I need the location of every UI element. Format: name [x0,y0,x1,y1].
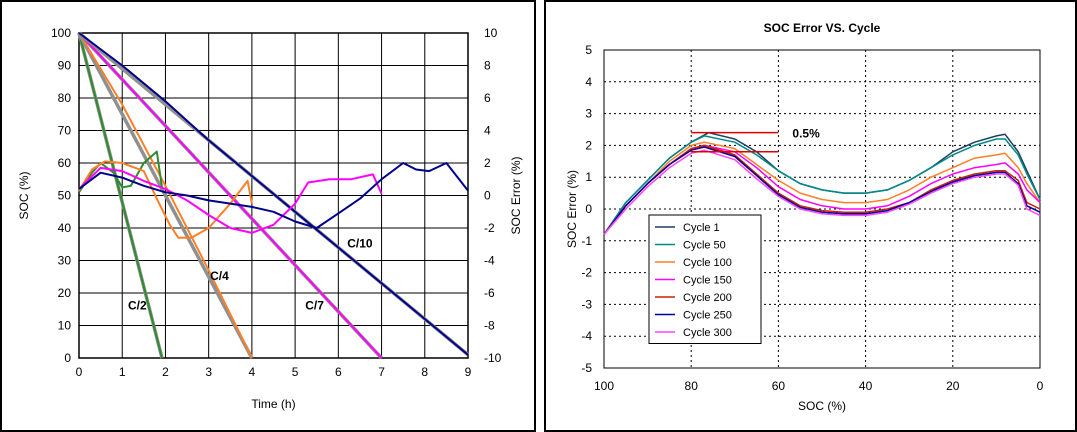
left-chart-panel: 0 1 2 3 4 5 6 7 8 9 0 10 20 30 40 50 60 70 80 90 100 -10 -8 -6-… [0,0,536,432]
left-y-tick-80: 80 [58,91,72,105]
left-x-tick-4: 4 [249,365,256,379]
right-x-tick-0: 0 [1037,379,1044,393]
left-x-tick-8: 8 [421,365,428,379]
right-y-tick-3: -3 [581,297,592,311]
legend-label-cycle-100: Cycle 100 [683,257,732,269]
left-x-tick-6: 6 [335,365,342,379]
left-y2-tick-2: 2 [484,156,491,170]
left-x-tick-1: 1 [119,365,126,379]
left-x-tick-9: 9 [465,365,472,379]
left-chart: 0 1 2 3 4 5 6 7 8 90102030405060708090100-10-8-6-… [17,26,523,411]
left-y-tick-60: 60 [58,156,72,170]
legend-label-cycle-150: Cycle 150 [683,275,732,287]
left-x-tick-2: 2 [162,365,169,379]
right-y-tick-2: 2 [585,138,592,152]
left-y-tick-30: 30 [58,254,72,268]
left-label-c-10: C/10 [347,237,373,251]
left-y2-axis-title: SOC Error (%) [509,156,523,234]
error-line-c-10 [78,162,469,229]
right-chart-title: SOC Error VS. Cycle [764,21,881,35]
left-y-tick-50: 50 [58,189,72,203]
right-y-tick-0: 0 [585,202,592,216]
left-x-tick-7: 7 [378,365,385,379]
right-y-tick-5: -5 [581,361,592,375]
right-y-tick-4: -4 [581,329,592,343]
left-y-tick-10: 10 [58,319,72,333]
soc-line-c-7 [78,32,383,359]
cycle-line-cycle-250 [603,146,1041,235]
left-y-tick-100: 100 [51,26,71,40]
legend-label-cycle-1: Cycle 1 [683,222,720,234]
left-y2-tick-6: -6 [484,286,495,300]
cycle-line-cycle-200 [603,144,1041,235]
left-y-tick-90: 90 [58,59,72,73]
legend-label-cycle-250: Cycle 250 [683,310,732,322]
cycle-line-cycle-50 [603,135,1041,235]
right-y-tick-5: 5 [585,43,592,57]
right-y-tick-1: -1 [581,234,592,248]
right-x-tick-80: 80 [685,379,699,393]
left-label-c-4: C/4 [210,269,229,283]
left-y-tick-40: 40 [58,221,72,235]
left-y-tick-20: 20 [58,286,72,300]
error-line-c-2 [78,150,163,193]
left-x-tick-3: 3 [205,365,212,379]
right-x-tick-100: 100 [594,379,614,393]
right-x-tick-20: 20 [946,379,960,393]
legend-label-cycle-300: Cycle 300 [683,327,732,339]
left-series [77,31,470,360]
left-x-axis-title: Time (h) [251,397,295,411]
left-x-tick-0: 0 [76,365,83,379]
soc-line-c-2 [78,32,163,359]
right-y-tick-3: 3 [585,107,592,121]
left-y2-tick-8: 8 [484,59,491,73]
left-label-c-7: C/7 [305,298,324,312]
left-y2-tick-0: 0 [484,189,491,203]
left-y-axis-title: SOC (%) [17,171,31,219]
legend: Cycle 1 Cycle 50 Cycle 100 Cycle 150 Cycle 2… [648,214,762,344]
left-x-tick-5: 5 [292,365,299,379]
right-x-tick-60: 60 [772,379,786,393]
error-line-c-7 [78,166,383,234]
left-y2-tick-2: -2 [484,221,495,235]
left-tick-labels: 0 1 2 3 4 5 6 7 8 90102030405060708090100-10-8-6-… [51,26,502,379]
left-y-tick-0: 0 [64,351,71,365]
ideal-line-c-4 [77,32,254,359]
right-x-axis-title: SOC (%) [798,399,846,413]
left-y-tick-70: 70 [58,124,72,138]
soc-line-c-10 [78,32,469,356]
left-y2-tick-10: -10 [484,351,502,365]
right-series [603,131,1041,235]
cycle-line-cycle-300 [603,149,1041,235]
annotation-label: 0.5% [792,127,820,141]
left-y2-tick-10: 10 [484,26,498,40]
right-y-tick-1: 1 [585,170,592,184]
left-y2-tick-6: 6 [484,91,491,105]
soc-line-c-4 [78,32,253,359]
cycle-line-cycle-100 [603,141,1041,235]
left-y2-tick-4: -4 [484,254,495,268]
right-y-axis-title: SOC Error (%) [565,170,579,248]
left-label-c-2: C/2 [128,298,147,312]
right-chart-panel: SOC Error VS. Cycle 0.5% 100 80 60 40 20 0 -5 -4-… [544,0,1077,432]
right-x-tick-40: 40 [859,379,873,393]
right-tick-labels: 100 80 60 40 20 0 -5 -4 -3 -2 -1 0 1 2 3 4 5 [581,43,1043,393]
legend-label-cycle-200: Cycle 200 [683,292,732,304]
right-y-tick-2: -2 [581,266,592,280]
left-y2-tick-4: 4 [484,124,491,138]
left-y2-tick-8: -8 [484,319,495,333]
legend-label-cycle-50: Cycle 50 [683,240,726,252]
left-plot-area [78,32,469,359]
right-y-tick-4: 4 [585,75,592,89]
